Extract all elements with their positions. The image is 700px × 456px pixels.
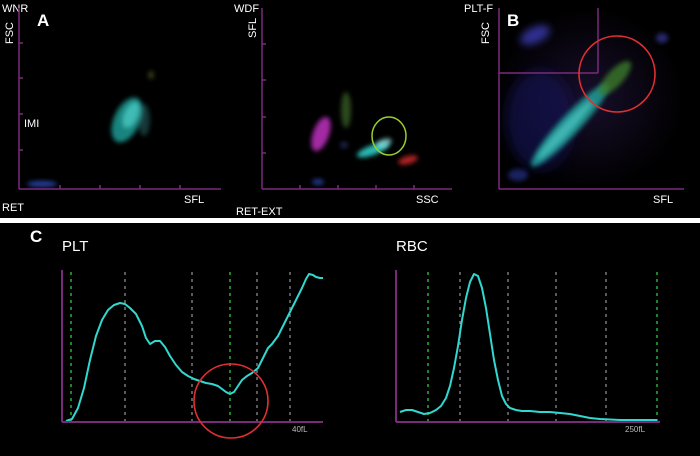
wdf-title: WDF: [234, 3, 259, 15]
wdf-ret-ext-label: RET-EXT: [236, 206, 283, 218]
wdf-highlight-circle: [371, 116, 407, 156]
panel-b-letter: B: [507, 11, 519, 30]
rbc-histogram: RBC 250fL: [395, 238, 660, 434]
pltf-y-axis-label: FSC: [480, 22, 492, 44]
pltf-x-axis-label: SFL: [653, 194, 673, 206]
plt-axes: [61, 270, 323, 423]
wnr-clusters: [27, 71, 154, 187]
pltf-axes: [498, 8, 684, 190]
wdf-scattergram: WDF SFL SSC RET-EXT: [234, 3, 452, 218]
panel-a-letter: A: [37, 11, 49, 30]
wnr-y-axis-label: FSC: [4, 22, 16, 44]
panel-c-letter: C: [30, 227, 42, 246]
plt-highlight-circle: [193, 363, 269, 439]
plt-gridlines: [70, 272, 291, 421]
wdf-clusters: [311, 92, 418, 185]
rbc-gridlines: [427, 272, 658, 421]
rbc-x-max-label: 250fL: [625, 425, 646, 434]
pltf-title: PLT-F: [464, 3, 493, 15]
wdf-axes: [261, 8, 452, 190]
pltf-clusters: [506, 25, 668, 181]
section-divider: [0, 218, 700, 223]
wdf-x-axis-label: SSC: [416, 194, 439, 206]
wnr-axes: [18, 8, 221, 190]
rbc-histogram-curve: [399, 273, 657, 421]
rbc-axes: [395, 270, 660, 423]
pltf-highlight-circle: [578, 35, 656, 113]
wnr-x-axis-label: SFL: [184, 194, 204, 206]
wnr-imi-label: IMI: [24, 118, 39, 130]
wnr-ret-label: RET: [2, 202, 24, 214]
pltf-scattergram: PLT-F B FSC SFL: [464, 3, 684, 206]
rbc-title: RBC: [396, 238, 428, 255]
plt-x-max-label: 40fL: [292, 425, 308, 434]
plt-title: PLT: [62, 238, 88, 255]
plt-histogram-curve: [65, 273, 323, 422]
wnr-scattergram: WNR A FSC IMI SFL RET: [2, 3, 221, 214]
plt-histogram: PLT 40fL: [61, 238, 323, 439]
wnr-title: WNR: [2, 3, 28, 15]
wdf-y-axis-label: SFL: [247, 18, 259, 38]
